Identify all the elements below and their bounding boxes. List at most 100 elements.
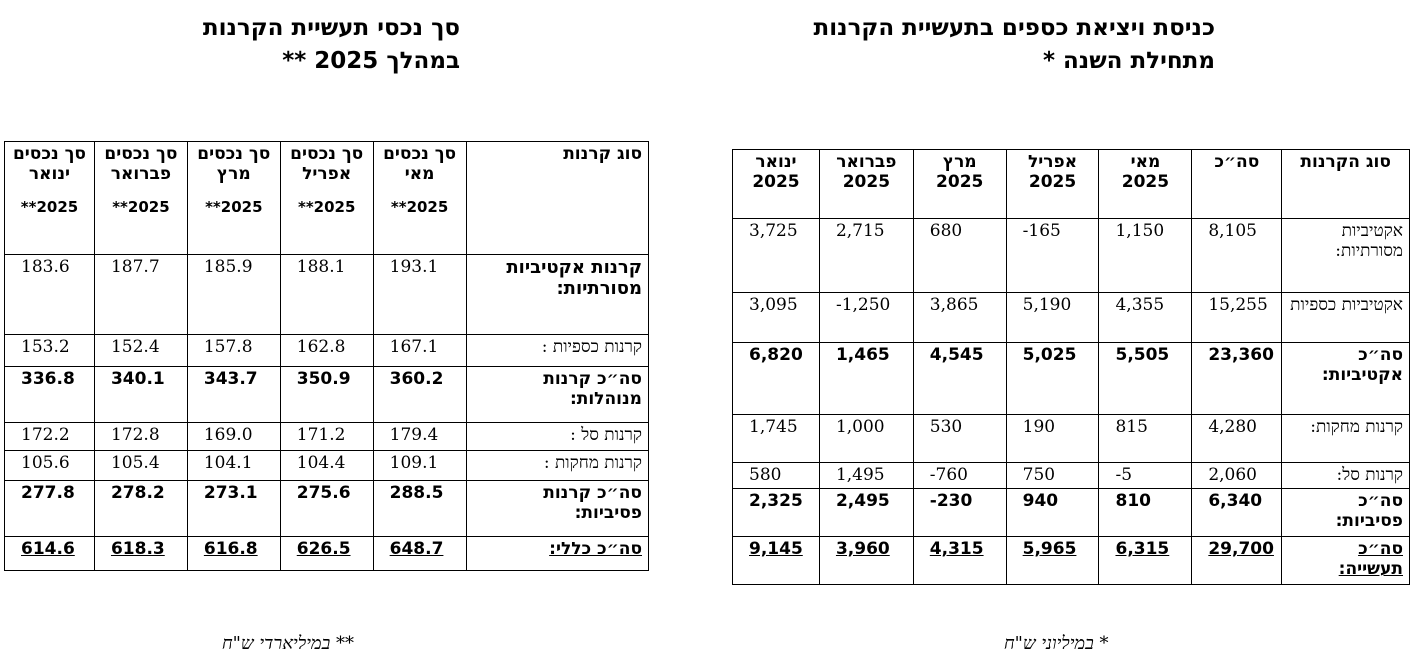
- table-row: קרנות סל : 179.4 171.2 169.0 172.8 172.2: [4, 422, 650, 451]
- header-year: 2025**: [297, 198, 356, 216]
- header-year: 2025**: [20, 198, 79, 216]
- header-label: סך נכסים פברואר: [104, 144, 178, 184]
- header-total: סה״כ: [1191, 149, 1283, 219]
- row-label: קרנות כספיות :: [465, 334, 650, 367]
- row-label: סה״כ אקטיביות:: [1281, 342, 1410, 415]
- cell: 183.6: [4, 254, 95, 335]
- assets-title: סך נכסי תעשיית הקרנות במהלך 2025 **: [120, 12, 460, 78]
- cell: 4,280: [1191, 414, 1283, 463]
- cell: 5,190: [1005, 292, 1100, 343]
- cell: 4,545: [912, 342, 1007, 415]
- cell: 2,325: [732, 488, 820, 537]
- table-header-row: סוג הקרנות סה״כ מאי 2025 אפריל 2025 מרץ …: [732, 149, 1410, 219]
- cell: 187.7: [93, 254, 188, 335]
- table-row: אקטיביות מסורתיות: 8,105 1,150 -165 680 …: [732, 218, 1410, 293]
- cell: 618.3: [93, 536, 188, 571]
- header-year: 2025**: [112, 198, 170, 216]
- cell: 179.4: [372, 422, 467, 451]
- table-row: סה״כ אקטיביות: 23,360 5,505 5,025 4,545 …: [732, 342, 1410, 415]
- cell: 6,315: [1098, 536, 1193, 585]
- cell: 5,505: [1098, 342, 1193, 415]
- table-row: סה״כ קרנות מנוהלות: 360.2 350.9 343.7 34…: [4, 366, 650, 423]
- cell: 1,495: [818, 462, 914, 489]
- header-year: 2025**: [390, 198, 449, 216]
- header-may: סך נכסים מאי 2025**: [372, 141, 467, 255]
- table-row: קרנות מחקות : 109.1 104.4 104.1 105.4 10…: [4, 450, 650, 481]
- cell: 153.2: [4, 334, 95, 367]
- cell: 1,465: [818, 342, 914, 415]
- cell: 172.8: [93, 422, 188, 451]
- cell: 940: [1005, 488, 1100, 537]
- header-april: סך נכסים אפריל 2025**: [279, 141, 374, 255]
- cell: 616.8: [186, 536, 281, 571]
- assets-table: סוג קרנות סך נכסים מאי 2025** סך נכסים אפ…: [4, 141, 650, 571]
- table-row: סה״כ קרנות פסיביות: 288.5 275.6 273.1 27…: [4, 480, 650, 537]
- cell: 172.2: [4, 422, 95, 451]
- cell: 4,315: [912, 536, 1007, 585]
- flows-title-line2: מתחילת השנה *: [1042, 48, 1215, 74]
- cell: 350.9: [279, 366, 374, 423]
- cell: 2,495: [818, 488, 914, 537]
- cell: 750: [1005, 462, 1100, 489]
- cell: 336.8: [4, 366, 95, 423]
- flows-title: כניסת ויציאת כספים בתעשיית הקרנות מתחילת…: [700, 12, 1215, 78]
- cell: 23,360: [1191, 342, 1283, 415]
- table-row: קרנות אקטיביות מסורתיות: 193.1 188.1 185…: [4, 254, 650, 335]
- cell: 1,000: [818, 414, 914, 463]
- cell: -165: [1005, 218, 1100, 293]
- cell: 8,105: [1191, 218, 1283, 293]
- header-label: סך נכסים מרץ: [197, 144, 271, 184]
- table-header-row: סוג קרנות סך נכסים מאי 2025** סך נכסים אפ…: [4, 141, 650, 255]
- row-label: אקטיביות מסורתיות:: [1281, 218, 1410, 293]
- cell: 193.1: [372, 254, 467, 335]
- table-row: סה״כ כללי: 648.7 626.5 616.8 618.3 614.6: [4, 536, 650, 571]
- row-label: סה״כ קרנות מנוהלות:: [465, 366, 650, 423]
- cell: 3,725: [732, 218, 820, 293]
- assets-title-line2: במהלך 2025 **: [282, 48, 460, 74]
- table-row: אקטיביות כספיות 15,255 4,355 5,190 3,865…: [732, 292, 1410, 343]
- cell: -1,250: [818, 292, 914, 343]
- cell: 185.9: [186, 254, 281, 335]
- cell: 9,145: [732, 536, 820, 585]
- header-march: סך נכסים מרץ 2025**: [186, 141, 281, 255]
- cell: 152.4: [93, 334, 188, 367]
- cell: 3,095: [732, 292, 820, 343]
- header-may: מאי 2025: [1098, 149, 1193, 219]
- cell: 648.7: [372, 536, 467, 571]
- header-february: פברואר 2025: [818, 149, 914, 219]
- assets-footnote: ** במיליארדי ש"ח: [222, 633, 354, 654]
- cell: 4,355: [1098, 292, 1193, 343]
- cell: 626.5: [279, 536, 374, 571]
- table-row: קרנות סל: 2,060 -5 750 -760 1,495 580: [732, 462, 1410, 489]
- cell: 275.6: [279, 480, 374, 537]
- table-row: סה״כ פסיביות: 6,340 810 940 -230 2,495 2…: [732, 488, 1410, 537]
- row-label: קרנות סל:: [1281, 462, 1410, 489]
- cell: 104.1: [186, 450, 281, 481]
- header-february: סך נכסים פברואר 2025**: [93, 141, 188, 255]
- header-april: אפריל 2025: [1005, 149, 1100, 219]
- cell: 530: [912, 414, 1007, 463]
- header-march: מרץ 2025: [912, 149, 1007, 219]
- cell: 1,745: [732, 414, 820, 463]
- cell: 157.8: [186, 334, 281, 367]
- flows-title-line1: כניסת ויציאת כספים בתעשיית הקרנות: [813, 15, 1215, 41]
- cell: 162.8: [279, 334, 374, 367]
- cell: 614.6: [4, 536, 95, 571]
- cell: 580: [732, 462, 820, 489]
- cell: 2,715: [818, 218, 914, 293]
- row-label: סה״כ קרנות פסיביות:: [465, 480, 650, 537]
- header-fund-type: סוג הקרנות: [1281, 149, 1410, 219]
- cell: 169.0: [186, 422, 281, 451]
- cell: 6,340: [1191, 488, 1283, 537]
- cell: 167.1: [372, 334, 467, 367]
- flows-footnote: * במיליוני ש"ח: [1004, 633, 1109, 654]
- cell: 288.5: [372, 480, 467, 537]
- row-label: קרנות מחקות :: [465, 450, 650, 481]
- row-label: סה״כ תעשייה:: [1281, 536, 1410, 585]
- cell: -5: [1098, 462, 1193, 489]
- cell: 360.2: [372, 366, 467, 423]
- row-label: סה״כ פסיביות:: [1281, 488, 1410, 537]
- row-label: קרנות מחקות:: [1281, 414, 1410, 463]
- cell: 190: [1005, 414, 1100, 463]
- header-label: סך נכסים אפריל: [290, 144, 364, 184]
